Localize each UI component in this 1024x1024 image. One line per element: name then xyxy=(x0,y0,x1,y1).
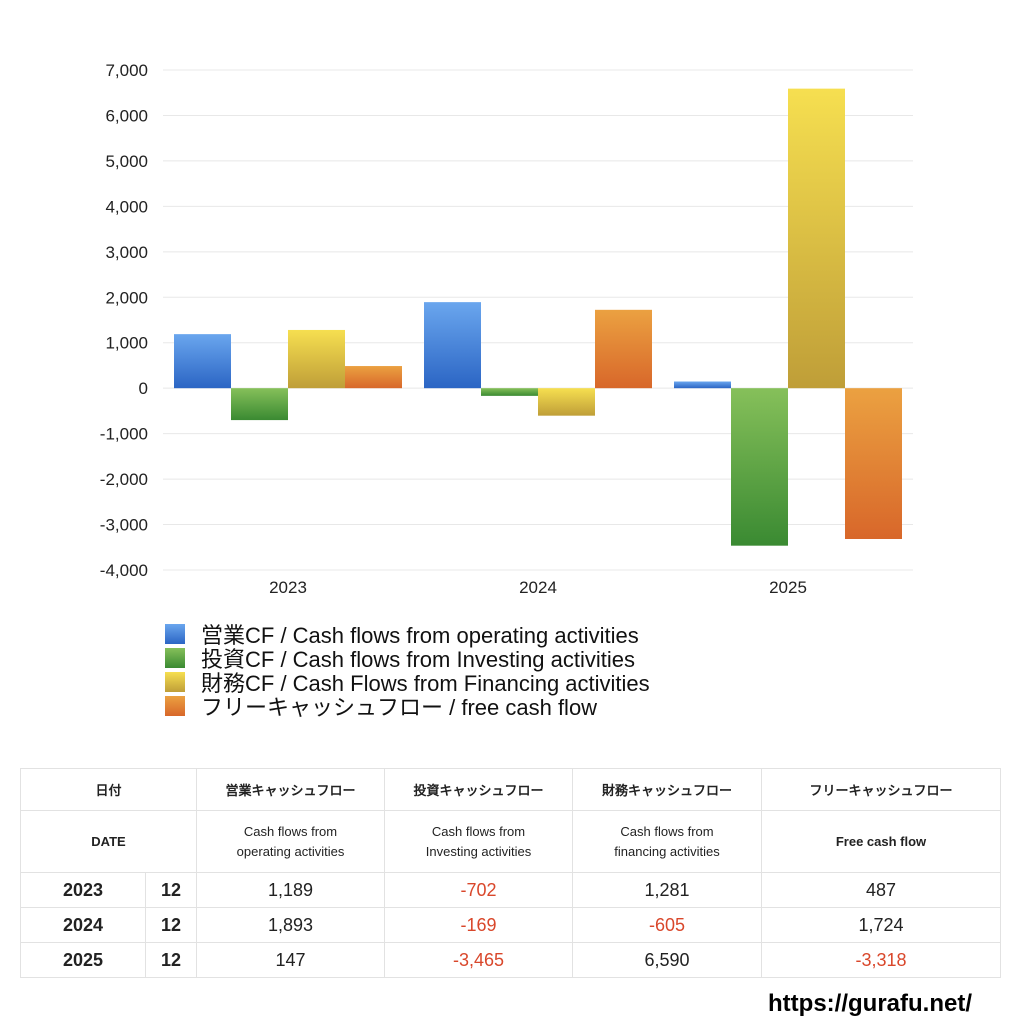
bar-operating-2023 xyxy=(174,334,231,389)
legend-swatch-operating xyxy=(165,624,185,644)
legend-label-free-cash-flow: フリーキャッシュフロー / free cash flow xyxy=(201,695,598,720)
bar-investing-2025 xyxy=(731,388,788,546)
header-investing-en: Cash flows from Investing activities xyxy=(384,810,574,873)
y-tick-label: -4,000 xyxy=(100,561,148,580)
y-tick-label: 1,000 xyxy=(105,334,148,353)
header-investing-en-line1: Cash flows from xyxy=(431,823,526,839)
cell-free-cash-flow: -3,318 xyxy=(761,942,1002,978)
bar-financing-2024 xyxy=(538,388,595,416)
legend-label-investing: 投資CF / Cash flows from Investing activit… xyxy=(201,647,636,672)
y-tick-label: -2,000 xyxy=(100,470,148,489)
legend-label-financing: 財務CF / Cash Flows from Financing activit… xyxy=(201,671,650,696)
table-row: 2024 12 1,893 -169 -605 1,724 xyxy=(20,907,1002,943)
bar-financing-2025 xyxy=(788,88,845,389)
bar-free-cash-flow-2023 xyxy=(345,366,402,389)
header-financing-jp: 財務キャッシュフロー xyxy=(572,768,763,811)
legend-swatch-financing xyxy=(165,672,185,692)
cell-financing: 6,590 xyxy=(572,942,763,978)
site-url[interactable]: https://gurafu.net/ xyxy=(768,990,972,1017)
bar-financing-2023 xyxy=(288,329,345,389)
x-axis-ticks: 2023 2024 2025 xyxy=(269,578,807,597)
cell-operating: 1,189 xyxy=(196,872,386,908)
cell-month: 12 xyxy=(144,942,198,978)
bar-free-cash-flow-2025 xyxy=(845,388,902,539)
x-tick-label: 2025 xyxy=(769,578,807,597)
cell-free-cash-flow: 1,724 xyxy=(761,907,1002,943)
bar-investing-2024 xyxy=(481,388,538,396)
y-axis-ticks: 7,000 6,000 5,000 4,000 3,000 2,000 1,000 0 -1,0… xyxy=(100,61,148,580)
header-operating-en-line2: operating activities xyxy=(236,843,345,859)
cell-operating: 147 xyxy=(196,942,386,978)
header-free-cash-flow-en: Free cash flow xyxy=(761,810,1002,873)
y-tick-label: 5,000 xyxy=(105,152,148,171)
legend-item-free-cash-flow: フリーキャッシュフロー / free cash flow xyxy=(165,694,650,720)
header-investing-en-line2: Investing activities xyxy=(425,843,532,859)
cell-month: 12 xyxy=(144,907,198,943)
header-free-cash-flow-jp: フリーキャッシュフロー xyxy=(761,768,1002,811)
bar-operating-2025 xyxy=(674,381,731,389)
cell-investing: -702 xyxy=(384,872,574,908)
header-operating-en: Cash flows from operating activities xyxy=(196,810,386,873)
table-row: 2025 12 147 -3,465 6,590 -3,318 xyxy=(20,942,1002,978)
y-tick-label: -3,000 xyxy=(100,516,148,535)
bar-operating-2024 xyxy=(424,302,481,389)
bar-investing-2023 xyxy=(231,388,288,421)
cell-month: 12 xyxy=(144,872,198,908)
table-row: 2023 12 1,189 -702 1,281 487 xyxy=(20,872,1002,908)
legend-label-operating: 営業CF / Cash flows from operating activit… xyxy=(201,623,639,648)
y-tick-label: 4,000 xyxy=(105,197,148,216)
cell-investing: -169 xyxy=(384,907,574,943)
bar-free-cash-flow-2024 xyxy=(595,309,652,389)
y-tick-label: 2,000 xyxy=(105,288,148,307)
x-tick-label: 2024 xyxy=(519,578,557,597)
cash-flow-bar-chart: 7,000 6,000 5,000 4,000 3,000 2,000 1,000 0 -1,0… xyxy=(100,61,913,597)
cell-investing: -3,465 xyxy=(384,942,574,978)
legend-swatch-free-cash-flow xyxy=(165,696,185,716)
x-tick-label: 2023 xyxy=(269,578,307,597)
cell-free-cash-flow: 487 xyxy=(761,872,1002,908)
bars xyxy=(174,88,902,546)
y-tick-label: 7,000 xyxy=(105,61,148,80)
y-tick-label: 6,000 xyxy=(105,106,148,125)
legend-item-financing: 財務CF / Cash Flows from Financing activit… xyxy=(165,670,650,696)
legend-item-investing: 投資CF / Cash flows from Investing activit… xyxy=(165,646,650,672)
header-financing-en-line1: Cash flows from xyxy=(620,823,714,839)
header-financing-en: Cash flows from financing activities xyxy=(572,810,763,873)
legend-item-operating: 営業CF / Cash flows from operating activit… xyxy=(165,622,650,648)
y-tick-label: 3,000 xyxy=(105,243,148,262)
y-tick-label: -1,000 xyxy=(100,425,148,444)
cell-year: 2024 xyxy=(20,907,146,943)
cash-flow-table: 日付 営業キャッシュフロー 投資キャッシュフロー 財務キャッシュフロー フリーキ… xyxy=(19,768,1002,978)
cell-financing: 1,281 xyxy=(572,872,763,908)
header-date-jp: 日付 xyxy=(19,768,198,811)
table-header-jp-row: 日付 営業キャッシュフロー 投資キャッシュフロー 財務キャッシュフロー フリーキ… xyxy=(19,768,1002,811)
table-header-en-row: DATE Cash flows from operating activities… xyxy=(19,810,1002,873)
legend-swatch-investing xyxy=(165,648,185,668)
cell-year: 2023 xyxy=(20,872,146,908)
header-operating-jp: 営業キャッシュフロー xyxy=(196,768,386,811)
y-tick-label: 0 xyxy=(139,379,148,398)
header-date-en: DATE xyxy=(19,810,198,873)
cell-operating: 1,893 xyxy=(196,907,386,943)
cell-year: 2025 xyxy=(20,942,146,978)
header-operating-en-line1: Cash flows from xyxy=(243,823,338,839)
cell-financing: -605 xyxy=(572,907,763,943)
chart-legend: 営業CF / Cash flows from operating activit… xyxy=(165,622,650,720)
header-investing-jp: 投資キャッシュフロー xyxy=(384,768,574,811)
header-financing-en-line2: financing activities xyxy=(614,843,720,859)
